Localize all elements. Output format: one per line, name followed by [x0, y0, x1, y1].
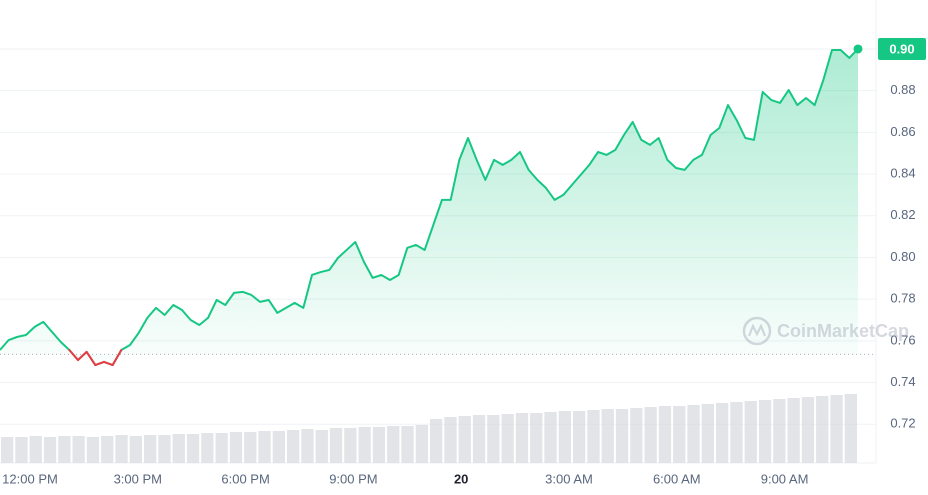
volume-bar	[701, 404, 714, 463]
volume-bar	[144, 435, 157, 463]
volume-bar	[816, 396, 829, 463]
down-segment	[77, 350, 88, 362]
volume-bar	[201, 433, 214, 463]
volume-bar	[487, 415, 500, 463]
volume-bar	[329, 428, 343, 463]
x-tick-label: 20	[454, 471, 468, 486]
volume-bar	[501, 414, 514, 463]
volume-bar	[716, 403, 729, 463]
volume-bar	[730, 402, 743, 463]
y-tick-label: 0.72	[890, 416, 915, 431]
volume-bar	[129, 436, 142, 463]
volume-bar	[773, 399, 786, 463]
volume-bar	[186, 434, 200, 463]
down-segment	[103, 360, 114, 367]
down-segment	[68, 349, 79, 362]
volume-bar	[387, 426, 400, 463]
y-tick-label: 0.80	[890, 249, 915, 264]
volume-bar	[287, 430, 300, 463]
x-tick-label: 9:00 PM	[329, 471, 377, 486]
volume-bar	[158, 435, 171, 463]
volume-bar	[830, 395, 843, 463]
y-tick-label: 0.82	[890, 207, 915, 222]
y-tick-label: 0.76	[890, 332, 915, 347]
volume-bar	[587, 410, 600, 463]
volume-bar	[444, 417, 457, 463]
volume-bar	[72, 436, 85, 463]
volume-bar	[372, 427, 386, 463]
volume-bar	[544, 412, 557, 463]
volume-bar	[573, 411, 586, 463]
volume-bar	[315, 430, 328, 463]
volume-bar	[215, 433, 228, 463]
volume-bar	[229, 432, 243, 463]
volume-bar	[658, 406, 672, 463]
price-badge	[878, 37, 926, 60]
price-line	[0, 48, 859, 367]
volume-bar	[86, 437, 100, 463]
volume-bar	[601, 409, 614, 463]
volume-bar	[530, 413, 543, 463]
volume-bar	[115, 435, 128, 463]
volume-bar	[472, 415, 486, 463]
x-tick-label: 12:00 PM	[2, 471, 58, 486]
volume-bar	[644, 407, 657, 463]
volume-bar	[787, 398, 800, 463]
x-tick-label: 6:00 AM	[653, 471, 701, 486]
volume-bar	[401, 426, 414, 463]
down-segment	[85, 350, 97, 367]
x-tick-label: 3:00 AM	[545, 471, 593, 486]
volume-bar	[844, 394, 857, 463]
y-tick-label: 0.84	[890, 166, 915, 181]
y-tick-label: 0.86	[890, 124, 915, 139]
volume-bar	[344, 428, 357, 463]
volume-bar	[358, 427, 371, 463]
volume-bar	[430, 419, 443, 463]
volume-bar	[1, 437, 14, 463]
volume-bar	[58, 436, 71, 463]
volume-bar	[630, 408, 643, 463]
volume-bar	[29, 436, 42, 463]
down-segment	[111, 349, 123, 367]
price-badge-label: 0.90	[889, 41, 914, 56]
volume-bar	[172, 434, 185, 463]
volume-bar	[415, 425, 428, 463]
volume-bar	[687, 405, 700, 463]
volume-bar	[515, 413, 529, 463]
x-tick-label: 6:00 PM	[221, 471, 269, 486]
volume-bar	[101, 436, 114, 463]
watermark-text: CoinMarketCap	[777, 321, 909, 341]
x-tick-label: 9:00 AM	[761, 471, 809, 486]
volume-bar	[15, 437, 28, 463]
y-tick-label: 0.88	[890, 82, 915, 97]
volume-bar	[744, 401, 757, 463]
y-tick-label: 0.78	[890, 291, 915, 306]
x-tick-label: 3:00 PM	[114, 471, 162, 486]
watermark: CoinMarketCap	[742, 316, 909, 346]
price-area	[0, 48, 858, 366]
volume-bar	[758, 400, 772, 463]
volume-bar	[673, 406, 686, 463]
volume-bar	[615, 409, 629, 463]
volume-bar	[258, 431, 271, 463]
volume-bar	[244, 432, 257, 463]
current-point	[853, 44, 863, 54]
volume-bar	[458, 416, 471, 463]
volume-bar	[272, 431, 285, 463]
price-line-path	[0, 48, 859, 367]
y-tick-label: 0.74	[890, 374, 915, 389]
volume-bar	[301, 429, 314, 463]
down-segment	[94, 360, 105, 367]
volume-bar	[558, 411, 571, 463]
volume-bar	[43, 437, 57, 463]
volume-bar	[801, 397, 815, 463]
